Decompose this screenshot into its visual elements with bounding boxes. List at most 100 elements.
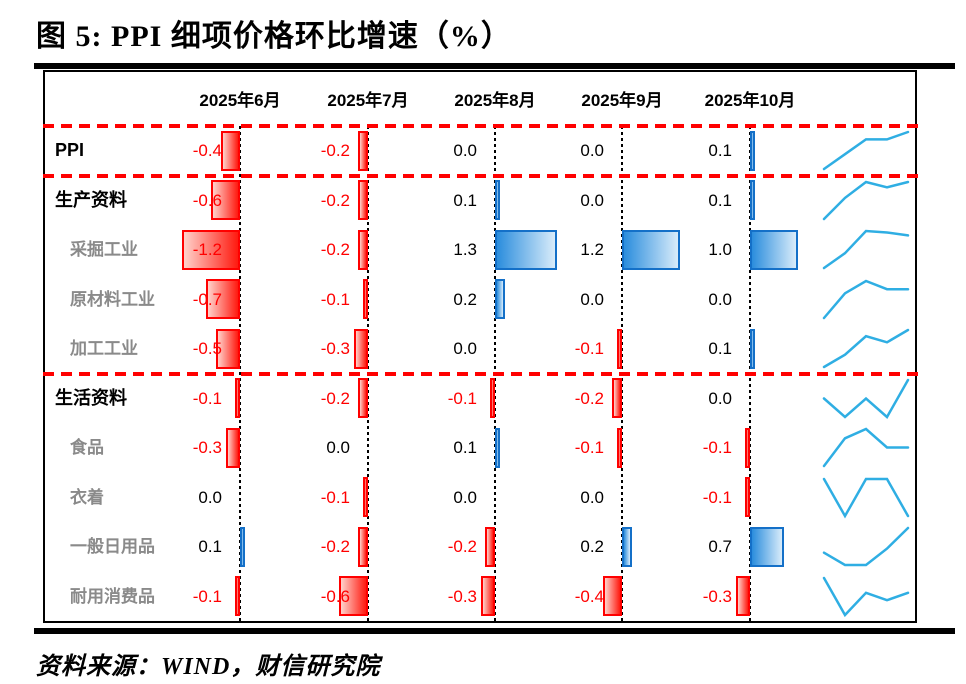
- negative-bar: [358, 180, 368, 220]
- negative-bar: [235, 576, 240, 616]
- row-label: 耐用消费品: [70, 586, 155, 606]
- value-cell: -0.2: [320, 388, 350, 408]
- value-cell: 1.0: [708, 240, 732, 259]
- value-cell: 0.2: [580, 537, 604, 556]
- table-row: 原材料工业 -0.7 -0.1 0.2 0.0 0.0: [45, 275, 915, 325]
- value-cell: -0.1: [192, 586, 222, 606]
- value-cell: 0.0: [708, 388, 732, 408]
- bottom-rule: [34, 628, 955, 634]
- trend-sparkline: [822, 130, 910, 171]
- negative-bar: [602, 576, 622, 616]
- negative-bar: [358, 378, 368, 418]
- group-separator-line: [43, 371, 919, 376]
- trend-sparkline: [822, 427, 910, 468]
- value-cell: -0.5: [192, 339, 222, 358]
- value-cell: -0.3: [447, 586, 477, 606]
- negative-bar: [225, 427, 240, 468]
- column-header: 2025年9月: [581, 91, 663, 110]
- value-cell: -0.1: [320, 487, 350, 507]
- value-cell: 0.0: [326, 438, 350, 457]
- source-note: 资料来源：WIND，财信研究院: [36, 654, 381, 680]
- negative-bar: [363, 477, 368, 517]
- value-cell: -1.2: [192, 240, 222, 259]
- value-cell: 0.1: [708, 339, 732, 358]
- value-cell: -0.2: [320, 240, 350, 259]
- row-label: PPI: [55, 140, 85, 160]
- value-cell: -0.7: [192, 289, 222, 309]
- row-label: 生活资料: [55, 387, 127, 408]
- value-cell: -0.2: [447, 537, 477, 556]
- value-cell: -0.1: [574, 438, 604, 457]
- positive-bar: [622, 229, 680, 270]
- value-cell: -0.1: [320, 289, 350, 309]
- table-row: PPI -0.4 -0.2 0.0 0.0 0.1: [45, 126, 915, 176]
- negative-bar: [358, 130, 368, 171]
- value-cell: -0.2: [320, 190, 350, 210]
- negative-bar: [617, 427, 622, 468]
- negative-bar: [211, 180, 240, 220]
- row-label: 一般日用品: [70, 537, 155, 556]
- positive-bar: [495, 279, 505, 319]
- row-label: 原材料工业: [70, 289, 155, 309]
- negative-bar: [220, 130, 240, 171]
- negative-bar: [735, 576, 750, 616]
- table-row: 耐用消费品 -0.1 -0.6 -0.3 -0.4 -0.3: [45, 572, 915, 622]
- trend-sparkline: [822, 180, 910, 220]
- negative-bar: [235, 378, 240, 418]
- value-cell: 0.0: [580, 289, 604, 309]
- value-cell: 1.3: [453, 240, 477, 259]
- positive-bar: [750, 180, 755, 220]
- negative-bar: [480, 576, 495, 616]
- trend-sparkline: [822, 526, 910, 567]
- negative-bar: [339, 576, 368, 616]
- table-row: 采掘工业 -1.2 -0.2 1.3 1.2 1.0: [45, 225, 915, 275]
- value-cell: 0.0: [453, 339, 477, 358]
- negative-bar: [358, 526, 368, 567]
- value-cell: -0.4: [574, 586, 604, 606]
- value-cell: 0.1: [453, 438, 477, 457]
- positive-bar: [750, 130, 755, 171]
- table-row: 一般日用品 0.1 -0.2 -0.2 0.2 0.7: [45, 522, 915, 572]
- negative-bar: [485, 526, 495, 567]
- positive-bar: [750, 229, 798, 270]
- value-cell: 0.0: [708, 289, 732, 309]
- value-cell: -0.1: [447, 388, 477, 408]
- negative-bar: [216, 328, 240, 369]
- positive-bar: [495, 229, 558, 270]
- value-cell: -0.2: [320, 141, 350, 160]
- value-cell: 0.1: [198, 537, 222, 556]
- row-label: 采掘工业: [70, 240, 138, 259]
- value-cell: 0.2: [453, 289, 477, 309]
- positive-bar: [750, 328, 755, 369]
- value-cell: -0.2: [574, 388, 604, 408]
- negative-bar: [617, 328, 622, 369]
- value-cell: 1.2: [580, 240, 604, 259]
- trend-sparkline: [822, 378, 910, 419]
- table-row: 生产资料 -0.6 -0.2 0.1 0.0 0.1: [45, 176, 915, 226]
- value-cell: -0.1: [702, 487, 732, 507]
- row-label: 食品: [70, 438, 104, 457]
- column-header: 2025年10月: [704, 91, 796, 110]
- positive-bar: [240, 526, 245, 567]
- value-cell: -0.6: [192, 190, 222, 210]
- value-cell: 0.7: [708, 537, 732, 556]
- positive-bar: [495, 180, 500, 220]
- column-header: 2025年8月: [454, 91, 536, 110]
- column-header: 2025年6月: [199, 91, 281, 110]
- value-cell: -0.6: [320, 586, 350, 606]
- value-cell: 0.0: [580, 141, 604, 160]
- table-row: 食品 -0.3 0.0 0.1 -0.1 -0.1: [45, 423, 915, 473]
- group-separator-line: [43, 124, 919, 128]
- trend-sparkline: [822, 477, 910, 519]
- table-row: 衣着 0.0 -0.1 0.0 0.0 -0.1: [45, 473, 915, 523]
- value-cell: 0.1: [708, 141, 732, 160]
- value-cell: -0.1: [702, 438, 732, 457]
- value-cell: 0.0: [198, 487, 222, 507]
- value-cell: -0.4: [192, 141, 222, 160]
- negative-bar: [745, 427, 750, 468]
- value-cell: -0.3: [702, 586, 732, 606]
- trend-sparkline: [822, 279, 910, 319]
- value-cell: -0.1: [192, 388, 222, 408]
- row-label: 加工工业: [70, 339, 138, 358]
- negative-bar: [363, 279, 368, 319]
